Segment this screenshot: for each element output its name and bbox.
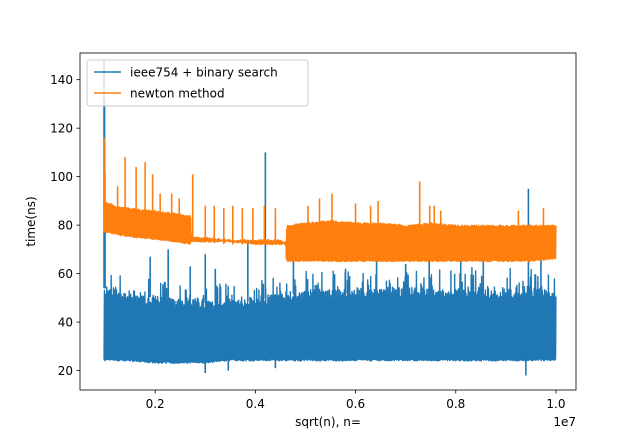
x-tick-label: 0.6 [346,397,365,411]
series-layer [103,60,557,376]
y-axis-label: time(ns) [24,196,38,246]
axes-frame [79,52,577,391]
y-tick-label: 120 [50,121,73,135]
x-tick-label: 0.4 [246,397,265,411]
y-axis: 20 40 60 80 100 120 140 [50,73,80,378]
x-tick-label: 1.0 [546,397,565,411]
legend: ieee754 + binary search newton method [86,59,309,107]
x-axis-offset-text: 1e7 [553,415,576,429]
x-axis-label: sqrt(n), n= [295,415,361,429]
legend-label: ieee754 + binary search [130,65,278,79]
series-line [103,201,557,263]
y-tick-label: 140 [50,73,73,87]
y-tick-label: 80 [58,218,73,232]
y-tick-label: 40 [58,315,73,329]
legend-label: newton method [130,86,225,100]
legend-box [86,59,309,107]
y-tick-label: 60 [58,267,73,281]
x-axis: 0.2 0.4 0.6 0.8 1.0 [146,390,566,411]
x-tick-label: 0.2 [146,397,165,411]
y-tick-label: 100 [50,170,73,184]
x-tick-label: 0.8 [446,397,465,411]
y-tick-label: 20 [58,364,73,378]
series-2 [103,137,557,263]
series-line [103,266,557,365]
